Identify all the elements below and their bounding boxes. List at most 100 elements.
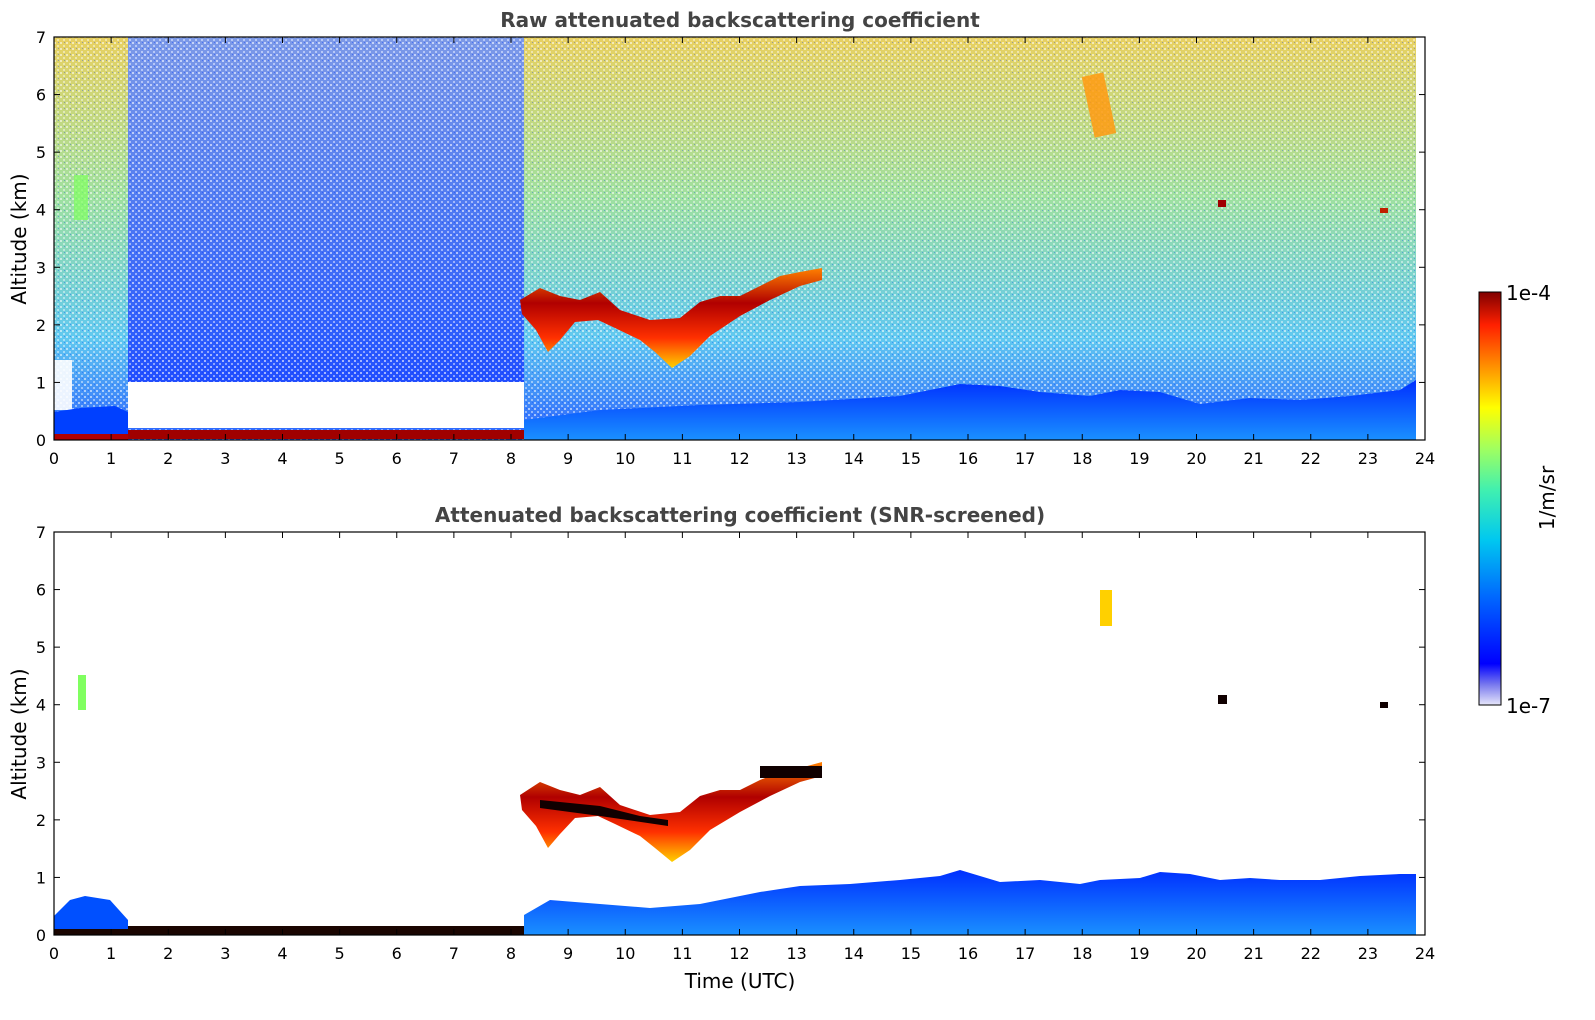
bottom-surface-layer [128,926,524,935]
top-x-tick-label: 15 [901,449,921,468]
bottom-x-tick-label: 3 [220,944,230,963]
bottom-x-tick-label: 5 [335,944,345,963]
top-y-tick-label: 0 [36,431,46,450]
top-x-ticks: 0 1 2 3 4 5 6 7 8 9 10 11 12 13 14 15 16 17 18 19 20 21 22 23 24 [49,37,1435,468]
bottom-cloud-top [760,766,822,778]
top-x-tick-label: 11 [672,449,692,468]
bottom-y-tick-label: 5 [36,638,46,657]
bottom-surface-layer-left [54,929,128,935]
bottom-panel: Attenuated backscattering coefficient (S… [7,503,1435,993]
top-boundary-layer [524,380,1416,440]
top-y-ticks: 0 1 2 3 4 5 6 7 [36,28,1425,450]
top-low-signal-speckle [128,37,524,382]
colorbar: 1e-4 1e-7 1/m/sr [1478,281,1559,718]
bottom-x-tick-label: 2 [163,944,173,963]
top-x-tick-label: 20 [1186,449,1206,468]
bottom-x-tick-label: 24 [1415,944,1435,963]
top-y-tick-label: 3 [36,258,46,277]
bottom-x-tick-label: 7 [449,944,459,963]
bottom-x-tick-label: 13 [786,944,806,963]
top-white-left [54,360,72,410]
top-x-tick-label: 7 [449,449,459,468]
bottom-y-tick-label: 2 [36,811,46,830]
bottom-x-tick-label: 9 [563,944,573,963]
bottom-x-ticks: 0 1 2 3 4 5 6 7 8 9 10 11 12 13 14 15 16 17 18 19 20 21 22 23 24 [49,532,1435,963]
bottom-x-label: Time (UTC) [684,969,796,993]
bottom-x-tick-label: 18 [1072,944,1092,963]
bottom-x-tick-label: 1 [106,944,116,963]
bottom-y-tick-label: 3 [36,753,46,772]
bottom-x-tick-label: 6 [392,944,402,963]
bottom-x-tick-label: 17 [1015,944,1035,963]
bottom-aerosol-left [78,675,86,710]
bottom-y-label: Altitude (km) [7,668,31,799]
bottom-title: Attenuated backscattering coefficient (S… [435,503,1045,527]
bottom-y-ticks: 0 1 2 3 4 5 6 7 [36,523,1425,945]
bottom-x-tick-label: 20 [1186,944,1206,963]
colorbar-max-label: 1e-4 [1506,281,1551,305]
bottom-small-feature-2 [1380,702,1388,708]
top-y-tick-label: 4 [36,201,46,220]
top-small-feature-1 [1218,200,1226,207]
top-elevated-plume [1081,72,1117,138]
top-white-gap [128,382,524,428]
top-small-feature-2 [1380,208,1388,213]
bottom-aerosol-plume [1100,590,1112,626]
bottom-x-tick-label: 10 [615,944,635,963]
bottom-x-tick-label: 22 [1301,944,1321,963]
top-x-tick-label: 17 [1015,449,1035,468]
top-y-tick-label: 1 [36,373,46,392]
top-title: Raw attenuated backscattering coefficien… [500,8,980,32]
bottom-y-tick-label: 1 [36,868,46,887]
bottom-x-tick-label: 23 [1358,944,1378,963]
bottom-y-tick-label: 0 [36,926,46,945]
bottom-x-tick-label: 11 [672,944,692,963]
top-surface-layer-left [54,434,128,440]
top-surface-layer [128,430,524,439]
bottom-x-tick-label: 8 [506,944,516,963]
top-x-tick-label: 18 [1072,449,1092,468]
top-x-tick-label: 9 [563,449,573,468]
top-x-tick-label: 13 [786,449,806,468]
top-y-tick-label: 5 [36,143,46,162]
bottom-y-tick-label: 4 [36,696,46,715]
top-x-tick-label: 10 [615,449,635,468]
top-x-tick-label: 14 [844,449,864,468]
bottom-boundary-layer [524,870,1416,935]
colorbar-min-label: 1e-7 [1506,694,1551,718]
bottom-y-tick-label: 7 [36,523,46,542]
bottom-cloud-layer [520,762,822,862]
top-y-tick-label: 7 [36,28,46,47]
bottom-boundary-layer-left [54,896,128,935]
bottom-cloud-saturated [540,800,668,826]
colorbar-unit-label: 1/m/sr [1535,465,1559,530]
top-x-tick-label: 16 [958,449,978,468]
bottom-x-tick-label: 21 [1243,944,1263,963]
top-panel: Raw attenuated backscattering coefficien… [7,8,1435,468]
bottom-x-tick-label: 14 [844,944,864,963]
top-x-tick-label: 5 [335,449,345,468]
bottom-x-tick-label: 16 [958,944,978,963]
bottom-x-tick-label: 4 [277,944,287,963]
top-y-label: Altitude (km) [7,173,31,304]
bottom-heatmap [54,590,1416,935]
top-x-tick-label: 2 [163,449,173,468]
top-heatmap [54,37,1416,440]
top-x-tick-label: 21 [1243,449,1263,468]
top-x-tick-label: 4 [277,449,287,468]
bottom-plot-frame [53,531,1426,936]
bottom-x-tick-label: 19 [1129,944,1149,963]
top-y-tick-label: 2 [36,316,46,335]
top-cloud-layer [520,268,822,368]
top-x-tick-label: 19 [1129,449,1149,468]
top-aerosol-left [74,175,88,220]
top-x-tick-label: 1 [106,449,116,468]
bottom-x-tick-label: 12 [729,944,749,963]
top-y-tick-label: 6 [36,86,46,105]
top-x-tick-label: 3 [220,449,230,468]
top-x-tick-label: 24 [1415,449,1435,468]
top-x-tick-label: 6 [392,449,402,468]
top-boundary-layer-left [54,406,128,440]
bottom-x-tick-label: 0 [49,944,59,963]
